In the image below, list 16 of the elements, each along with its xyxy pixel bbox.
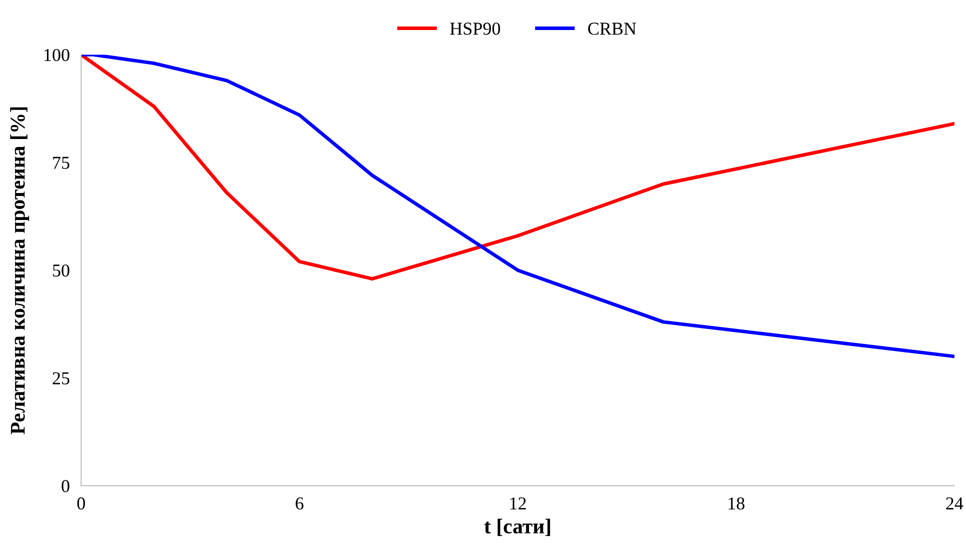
y-tick-label: 25 — [52, 372, 70, 384]
y-tick-label: 100 — [44, 48, 70, 62]
line-series — [81, 54, 954, 281]
line-series — [81, 54, 954, 358]
y-axis-title: Релативна количина протеина [%] — [10, 107, 30, 434]
x-tick-label: 12 — [510, 497, 526, 510]
legend-label: CRBN — [588, 22, 636, 35]
y-tick-label: 50 — [53, 264, 70, 277]
legend-label: HSP90 — [450, 22, 500, 35]
x-axis-title: t [сати] — [484, 518, 550, 536]
x-tick-label: 6 — [296, 497, 304, 510]
y-tick-label: 75 — [53, 156, 70, 169]
x-tick-label: 24 — [946, 497, 964, 510]
y-tick-label: 0 — [62, 480, 70, 492]
x-tick-label: 0 — [77, 497, 85, 510]
x-tick-label: 18 — [728, 497, 744, 510]
